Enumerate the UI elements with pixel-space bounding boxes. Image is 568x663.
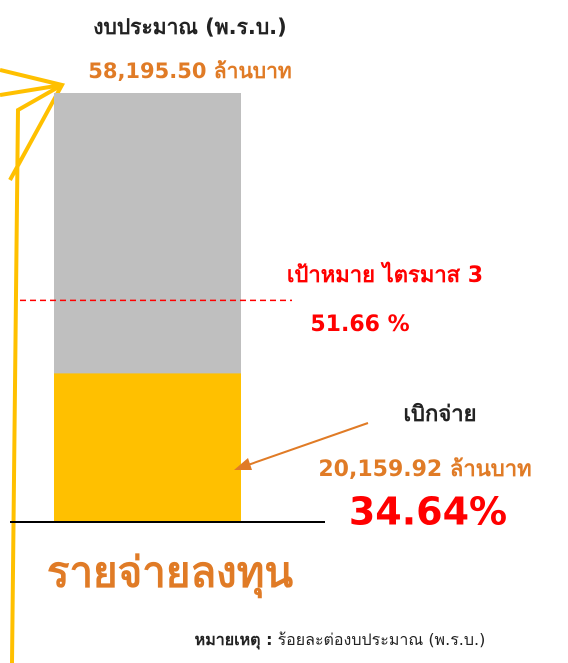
arrow bbox=[234, 422, 369, 470]
note-text: ร้อยละต่องบประมาณ (พ.ร.บ.) bbox=[278, 630, 486, 649]
disbursed-percent: 34.64% bbox=[349, 490, 507, 534]
arrow-line bbox=[244, 422, 369, 467]
decoration bbox=[0, 68, 66, 663]
target-label: เป้าหมาย ไตรมาส 3 bbox=[287, 261, 483, 288]
note: หมายเหตุ : ร้อยละต่องบประมาณ (พ.ร.บ.) bbox=[195, 630, 486, 650]
chart-title: รายจ่ายลงทุน bbox=[47, 548, 293, 599]
decor-line bbox=[0, 83, 63, 97]
note-label: หมายเหตุ : bbox=[195, 630, 273, 650]
disbursed-label: เบิกจ่าย bbox=[404, 402, 477, 427]
disbursed-bar bbox=[54, 373, 241, 522]
budget-value: 58,195.50 ล้านบาท bbox=[88, 59, 292, 83]
decor-line bbox=[10, 83, 63, 663]
disbursed-value: 20,159.92 ล้านบาท bbox=[318, 457, 531, 482]
budget-label: งบประมาณ (พ.ร.บ.) bbox=[93, 15, 286, 39]
target-value: 51.66 % bbox=[310, 312, 409, 337]
arrow-head bbox=[234, 458, 252, 470]
